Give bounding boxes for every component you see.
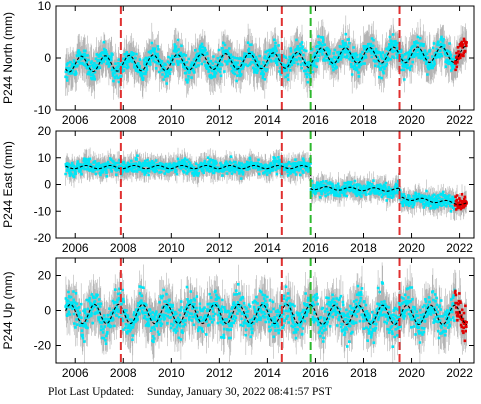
model-curve-1: [65, 51, 311, 73]
model-curve-1: [65, 164, 311, 170]
model-curve-2: [310, 45, 468, 68]
x-tick-label: 2006: [62, 113, 89, 127]
y-tick-label: -20: [34, 339, 52, 353]
x-tick-label: 2018: [350, 366, 377, 380]
y-tick-label: -10: [34, 204, 52, 218]
x-tick-label: 2010: [158, 113, 185, 127]
x-tick-label: 2022: [446, 366, 473, 380]
x-tick-label: 2014: [254, 113, 281, 127]
error-bars: [65, 147, 467, 221]
x-tick-label: 2016: [302, 366, 329, 380]
x-tick-label: 2020: [398, 241, 425, 255]
y-tick-label: 0: [44, 51, 51, 65]
x-tick-label: 2008: [110, 366, 137, 380]
x-tick-label: 2022: [446, 113, 473, 127]
y-tick-label: -10: [34, 103, 52, 117]
y-tick-label: 10: [38, 151, 52, 165]
y-tick-label: 10: [38, 0, 52, 13]
plot-frame: [55, 130, 475, 239]
x-tick-label: 2022: [446, 241, 473, 255]
panel-3: 2006 2008 2010 2012 2014 2016 2018 2020 2022 -20 0…: [1, 257, 475, 380]
x-tick-label: 2012: [206, 113, 233, 127]
x-tick-label: 2010: [158, 241, 185, 255]
x-tick-label: 2016: [302, 113, 329, 127]
model-curve-3: [398, 188, 468, 206]
footer-label: Plot Last Updated:: [48, 386, 135, 398]
x-tick-label: 2010: [158, 366, 185, 380]
y-axis-label: P244 North (mm): [1, 12, 15, 104]
model-curve-2: [310, 304, 467, 326]
x-tick-label: 2018: [350, 241, 377, 255]
x-tick-label: 2008: [110, 241, 137, 255]
x-tick-label: 2018: [350, 113, 377, 127]
y-tick-label: 20: [38, 124, 52, 138]
x-tick-label: 2012: [206, 241, 233, 255]
y-tick-label: 0: [44, 304, 51, 318]
y-axis-label: P244 Up (mm): [1, 271, 15, 349]
x-tick-label: 2020: [398, 113, 425, 127]
recent-data-points: [453, 289, 468, 343]
footer: Plot Last Updated: Sunday, January 30, 2…: [0, 383, 481, 403]
x-tick-label: 2006: [62, 241, 89, 255]
model-curve-2: [310, 168, 400, 192]
y-axis-label: P244 East (mm): [1, 141, 15, 228]
plot-area: [64, 258, 468, 363]
recent-data-points: [453, 37, 468, 72]
y-tick-label: 0: [44, 178, 51, 192]
y-tick-label: -20: [34, 231, 52, 245]
x-tick-label: 2014: [254, 241, 281, 255]
y-tick-label: 20: [38, 269, 52, 283]
plot-area: [64, 131, 468, 238]
x-tick-label: 2020: [398, 366, 425, 380]
x-tick-label: 2006: [62, 366, 89, 380]
x-tick-label: 2008: [110, 113, 137, 127]
recent-data-points: [453, 193, 468, 211]
x-tick-label: 2016: [302, 241, 329, 255]
x-tick-label: 2014: [254, 366, 281, 380]
x-tick-label: 2012: [206, 366, 233, 380]
chart-svg: 2006 2008 2010 2012 2014 2016 2018 2020 2022-100…: [1, 0, 475, 380]
panel-1: 2006 2008 2010 2012 2014 2016 2018 2020 2022 -10 0…: [1, 0, 475, 127]
panel-2: 2006 2008 2010 2012 2014 2016 2018 2020 2022-20-…: [1, 124, 475, 255]
footer-timestamp: Sunday, January 30, 2022 08:41:57 PST: [147, 386, 332, 398]
plot-area: [64, 6, 468, 110]
